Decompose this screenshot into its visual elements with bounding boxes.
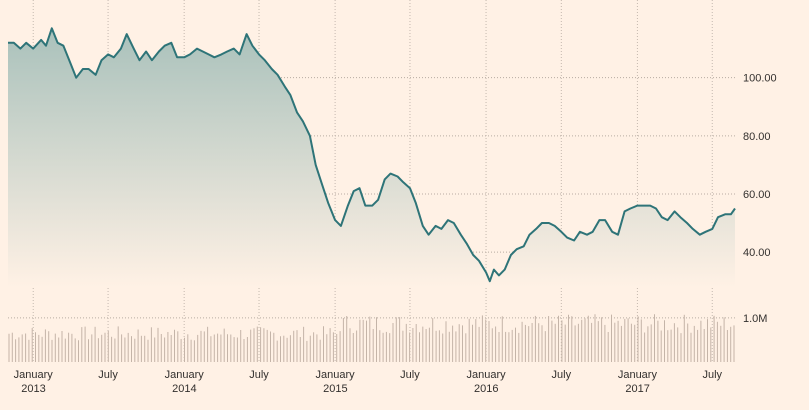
x-tick-month: July xyxy=(552,369,572,381)
y-tick-label: 60.00 xyxy=(743,189,771,201)
x-tick-month: January xyxy=(165,369,205,381)
x-tick-year: 2016 xyxy=(474,383,498,395)
x-tick-year: 2013 xyxy=(21,383,45,395)
x-tick-month: July xyxy=(249,369,269,381)
price-area xyxy=(8,28,735,288)
x-axis-ticks: January 2013 July January 2014 July January 201… xyxy=(14,369,723,395)
x-tick-month: January xyxy=(316,369,356,381)
x-tick-month: July xyxy=(702,369,722,381)
y-tick-label: 80.00 xyxy=(743,131,771,143)
volume-tick-label: 1.0M xyxy=(743,313,767,325)
x-tick-month: July xyxy=(98,369,118,381)
y-axis-ticks: 40.00 60.00 80.00 100.00 xyxy=(743,73,777,259)
x-tick-month: July xyxy=(400,369,420,381)
x-tick-month: January xyxy=(466,369,506,381)
x-tick-year: 2015 xyxy=(323,383,347,395)
y-tick-label: 40.00 xyxy=(743,247,771,259)
x-tick-month: January xyxy=(618,369,658,381)
x-tick-year: 2017 xyxy=(625,383,649,395)
x-tick-month: January xyxy=(14,369,54,381)
volume-bars xyxy=(8,314,735,362)
price-line xyxy=(8,27,736,283)
y-tick-label: 100.00 xyxy=(743,73,777,85)
x-tick-year: 2014 xyxy=(172,383,196,395)
